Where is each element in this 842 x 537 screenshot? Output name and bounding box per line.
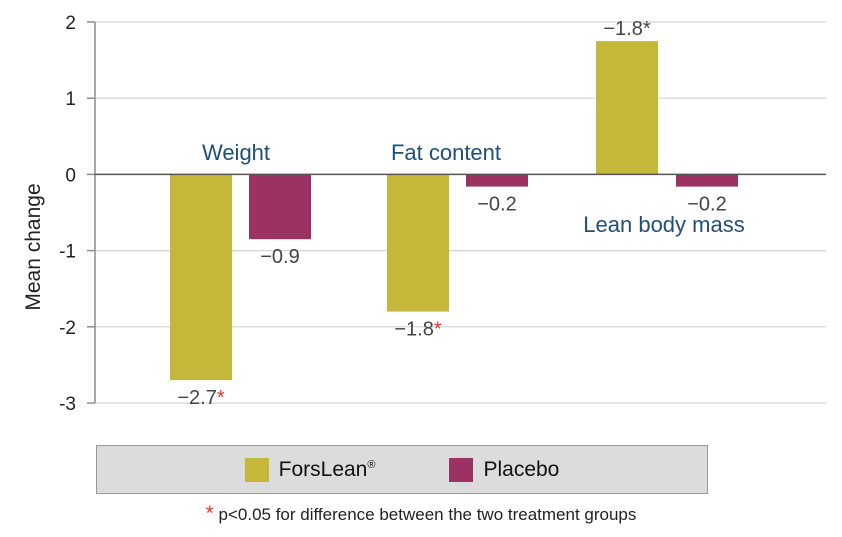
significance-marker: * [434, 319, 442, 341]
y-tick-label: -1 [59, 242, 76, 263]
footnote-text: p<0.05 for difference between the two tr… [218, 505, 637, 524]
legend-item-placebo: Placebo [449, 457, 560, 482]
bar-placebo-2 [676, 174, 738, 187]
bar-forslean-2 [596, 41, 658, 175]
legend-swatch-placebo [449, 457, 474, 482]
category-labels: Weight Fat content Lean body mass [202, 140, 745, 237]
bar-placebo-1 [466, 174, 528, 187]
significance-marker: * [643, 18, 651, 40]
data-label: −1.8* [394, 319, 441, 341]
footnote: * p<0.05 for difference between the two … [0, 502, 842, 526]
data-label: −2.7* [177, 387, 224, 409]
y-axis-label: Mean change [22, 183, 45, 310]
category-label: Weight [202, 140, 270, 165]
legend-swatch-forslean [244, 457, 269, 482]
significance-asterisk: * [205, 502, 214, 525]
y-axis-ticks: 2 1 0 -1 -2 -3 [59, 13, 95, 415]
category-label: Fat content [391, 140, 501, 165]
significance-marker: * [217, 387, 225, 409]
bar-forslean-0 [170, 174, 232, 381]
registered-mark: ® [367, 458, 376, 471]
bar-forslean-1 [387, 174, 449, 312]
category-label: Lean body mass [583, 212, 744, 237]
data-label: −0.2 [477, 194, 516, 216]
legend: ForsLean® Placebo [96, 445, 708, 494]
data-label: −0.9 [260, 246, 299, 268]
y-tick-label: -3 [59, 394, 76, 415]
data-labels: −2.7* −1.8* −1.8* −0.9 −0.2 −0.2 [177, 18, 726, 409]
legend-label-forslean: ForsLean [278, 457, 368, 481]
data-label: −0.2 [687, 194, 726, 216]
legend-item-forslean: ForsLean® [244, 457, 376, 482]
y-tick-label: 1 [65, 89, 76, 110]
legend-label-placebo: Placebo [483, 457, 560, 481]
bar-placebo-0 [249, 174, 311, 240]
bars [170, 41, 738, 381]
bar-chart: 2 1 0 -1 -2 -3 −2.7* −1.8* −1.8* −0.9 −0.2 −0.2 We… [22, 13, 826, 415]
data-label: −1.8* [603, 18, 650, 40]
y-tick-label: -2 [59, 318, 76, 339]
y-tick-label: 2 [65, 13, 76, 34]
y-tick-label: 0 [65, 165, 76, 186]
